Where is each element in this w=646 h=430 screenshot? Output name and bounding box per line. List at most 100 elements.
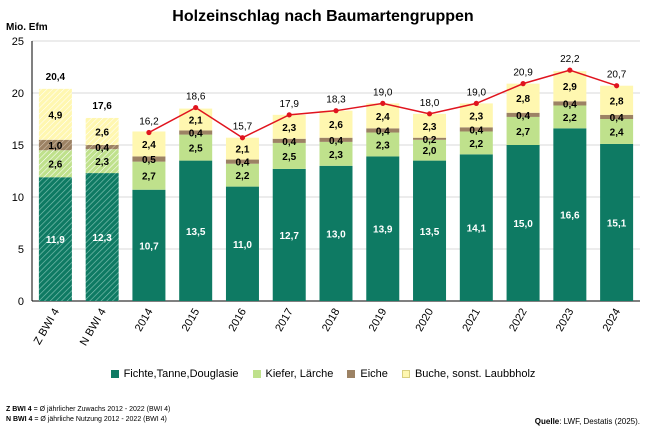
segment-value-label: 12,3 [92, 233, 112, 244]
segment-value-label: 2,3 [423, 122, 437, 133]
segment-value-label: 13,5 [186, 227, 206, 238]
y-tick-label: 25 [12, 36, 24, 48]
x-tick-label: 2015 [180, 307, 203, 334]
footnote-n-text: = Ø jährliche Nutzung 2012 - 2022 (BWI 4… [32, 416, 167, 423]
segment-value-label: 2,8 [610, 96, 624, 107]
bar-segment [272, 138, 306, 143]
x-tick-label: 2022 [507, 307, 530, 334]
bar-segment [366, 132, 400, 157]
segment-value-label: 2,3 [329, 150, 343, 161]
chart-title: Holzeinschlag nach Baumartengruppen [172, 8, 474, 25]
legend-item-eiche: Eiche [347, 368, 388, 380]
bar-segment [600, 119, 634, 144]
x-tick-label: Z BWI 4 [32, 307, 62, 347]
bar-segment [413, 113, 447, 138]
legend-item-buche: Buche, sonst. Laubbholz [401, 368, 536, 380]
total-value-label: 22,2 [560, 54, 580, 65]
total-trend-point [473, 100, 479, 106]
segment-value-label: 12,7 [279, 231, 299, 242]
total-trend-point [333, 108, 339, 114]
segment-value-label: 2,4 [376, 112, 390, 123]
segment-value-label: 0,4 [516, 111, 530, 122]
segment-value-label: 16,6 [560, 211, 580, 222]
total-trend-point [380, 100, 386, 106]
bar-segment [366, 156, 400, 301]
segment-value-label: 2,7 [516, 127, 530, 138]
bar-segment [553, 101, 587, 106]
legend-swatch-eiche [347, 370, 356, 378]
bar-segment [319, 165, 353, 301]
legend-label-eiche: Eiche [360, 368, 388, 380]
footnote-z-key: Z BWI 4 [6, 406, 32, 413]
total-value-label: 17,6 [92, 101, 112, 112]
total-value-label: 18,6 [186, 92, 206, 103]
segment-value-label: 15,0 [513, 219, 533, 230]
bar-segment [132, 161, 166, 190]
footnote-z-text: = Ø jährlicher Zuwachs 2012 - 2022 (BWI … [31, 406, 171, 413]
segment-value-label: 13,0 [326, 229, 346, 240]
segment-value-label: 2,3 [469, 111, 483, 122]
bar-segment [600, 114, 634, 119]
bar-segment [413, 160, 447, 301]
bar-segment [179, 130, 213, 135]
total-value-label: 18,0 [420, 98, 440, 109]
bar-segment [319, 137, 353, 142]
legend-item-kiefer: Kiefer, Lärche [252, 368, 333, 380]
bar-segment [85, 173, 119, 301]
segment-value-label: 11,0 [233, 240, 252, 251]
bar-segment [272, 114, 306, 139]
bar-segment [553, 71, 587, 102]
segment-value-label: 2,3 [282, 123, 296, 134]
bar-segment [38, 139, 72, 151]
bar-segment [600, 85, 634, 115]
total-value-label: 17,9 [279, 99, 299, 110]
x-tick-label: 2016 [226, 307, 249, 334]
bar-segment [506, 145, 540, 301]
segment-value-label: 2,6 [95, 127, 109, 138]
bar-segment [225, 186, 259, 301]
bar-segment [179, 160, 213, 301]
bar-segment [179, 134, 213, 161]
total-trend-point [239, 135, 246, 141]
legend-swatch-buche [401, 370, 410, 378]
total-trend-point [520, 81, 526, 87]
bar-segment [553, 105, 587, 129]
total-trend-point [193, 104, 199, 111]
legend-label-buche: Buche, sonst. Laubbholz [414, 368, 536, 380]
bar-segment [553, 128, 587, 301]
bar-segment [506, 112, 540, 117]
segment-value-label: 2,0 [423, 146, 437, 157]
total-trend-point [426, 111, 433, 117]
bar-segment [600, 143, 634, 301]
total-trend-point [567, 67, 573, 73]
segment-value-label: 2,5 [189, 144, 203, 155]
total-value-label: 16,2 [139, 117, 159, 128]
bar-segment [225, 137, 259, 160]
bar-segment [459, 131, 493, 155]
bar-segment [85, 117, 119, 145]
footnotes: Z BWI 4 = Ø jährlicher Zuwachs 2012 - 20… [6, 405, 170, 425]
x-tick-label: 2024 [601, 307, 624, 334]
y-axis-label: Mio. Efm [6, 22, 48, 33]
bar-segment [459, 127, 493, 132]
x-tick-label: 2017 [273, 307, 296, 334]
segment-value-label: 13,5 [420, 227, 440, 238]
total-value-label: 19,0 [467, 87, 487, 98]
bar-segment [132, 131, 166, 157]
x-tick-label: 2023 [554, 307, 577, 334]
x-tick-label: 2018 [320, 307, 343, 334]
legend: Fichte,Tanne,Douglasie Kiefer, Lärche Ei… [0, 368, 646, 380]
footnote-n-key: N BWI 4 [6, 416, 33, 423]
bar-segment [319, 141, 353, 166]
segment-value-label: 2,6 [48, 160, 62, 171]
segment-value-label: 2,2 [563, 113, 577, 124]
segment-value-label: 2,2 [469, 139, 483, 150]
total-value-label: 19,0 [373, 87, 393, 98]
bar-segment [319, 110, 353, 138]
segment-value-label: 2,9 [563, 82, 577, 93]
bar-segment [132, 189, 166, 301]
y-tick-label: 10 [12, 192, 24, 204]
y-tick-label: 5 [18, 244, 24, 256]
bar-segment [366, 128, 400, 133]
